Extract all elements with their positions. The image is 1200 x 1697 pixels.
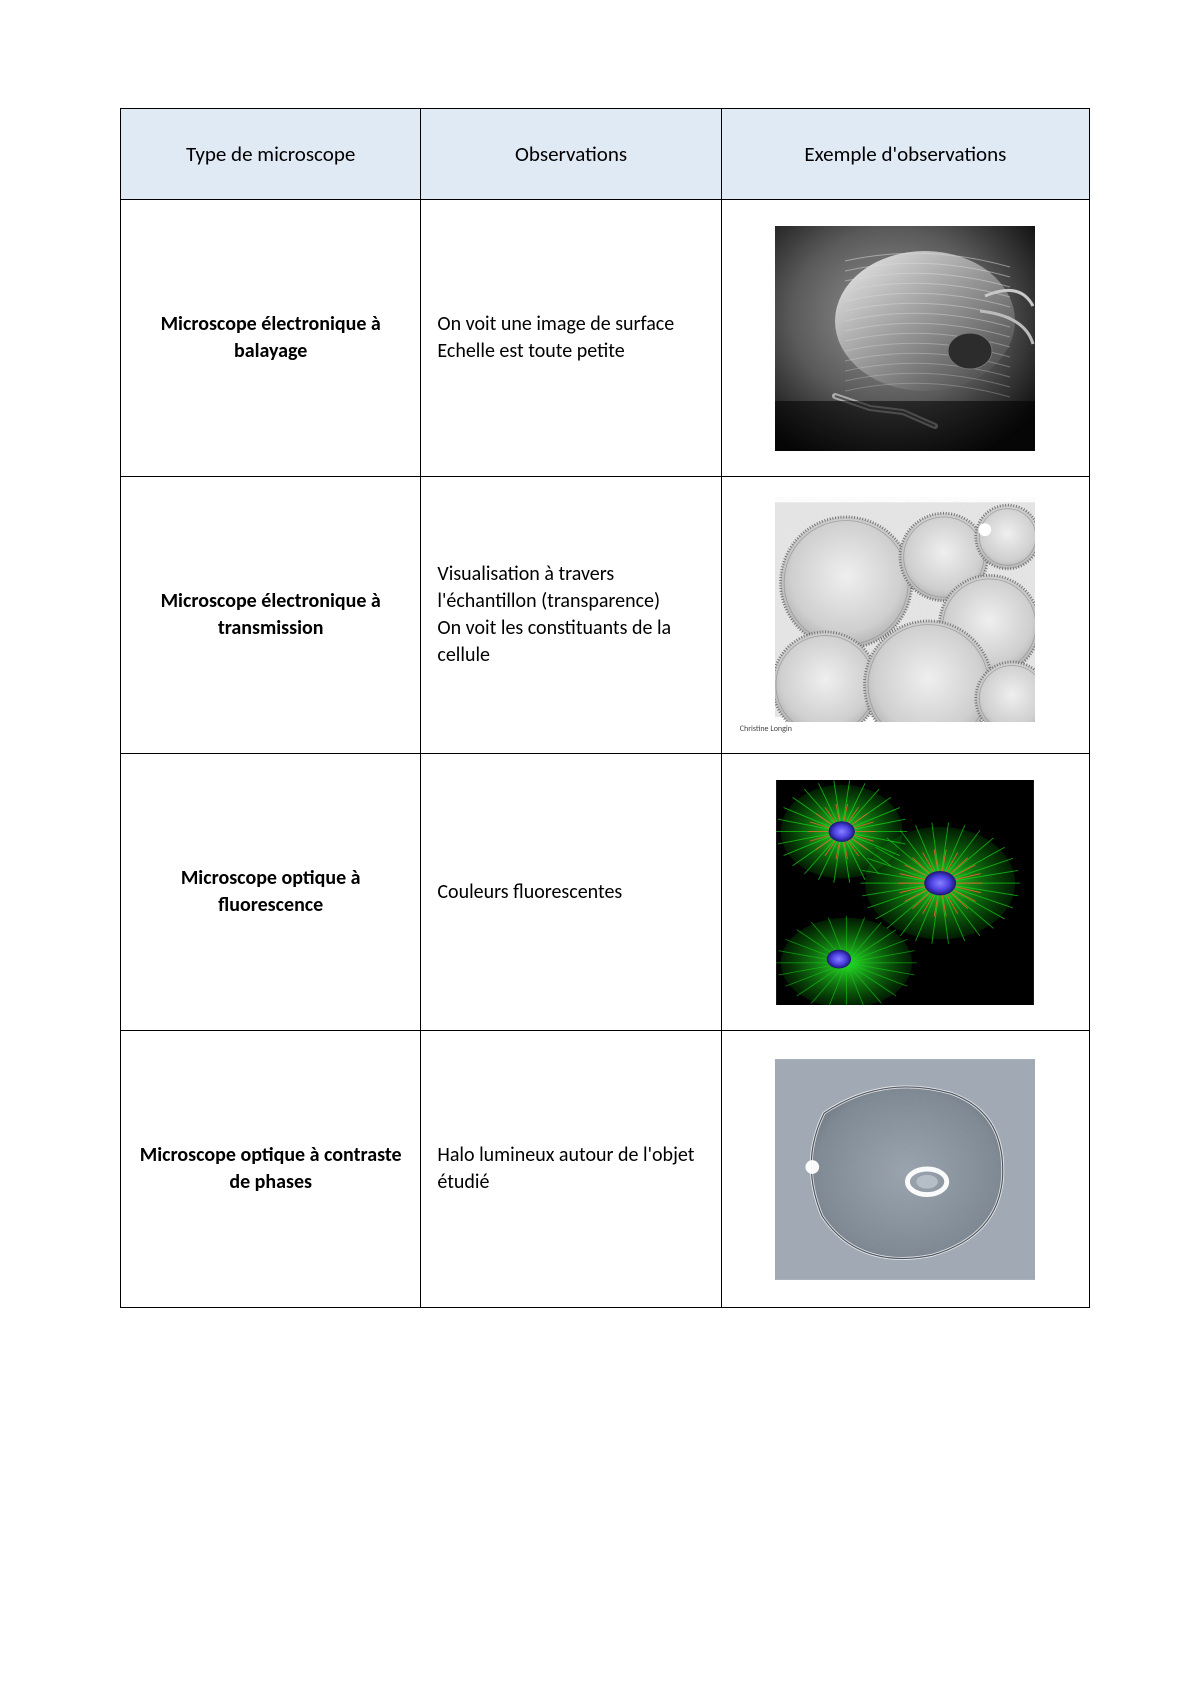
col-header-type: Type de microscope <box>121 109 421 200</box>
table-row: Microscope optique à fluorescenceCouleur… <box>121 754 1090 1031</box>
phase-contrast-image <box>775 1057 1035 1282</box>
table-row: Microscope électronique à balayageOn voi… <box>121 200 1090 477</box>
observations: On voit une image de surfaceEchelle est … <box>421 200 721 477</box>
observations: Visualisation à travers l'échantillon (t… <box>421 477 721 754</box>
observations: Halo lumineux autour de l'objet étudié <box>421 1031 721 1308</box>
table-row: Microscope optique à contraste de phases… <box>121 1031 1090 1308</box>
col-header-example: Exemple d'observations <box>721 109 1089 200</box>
microscope-type: Microscope électronique à balayage <box>121 200 421 477</box>
microscope-type: Microscope électronique à transmission <box>121 477 421 754</box>
observations: Couleurs fluorescentes <box>421 754 721 1031</box>
microscope-type: Microscope optique à contraste de phases <box>121 1031 421 1308</box>
document-page: Type de microscope Observations Exemple … <box>0 0 1200 1368</box>
col-header-observations: Observations <box>421 109 721 200</box>
microscope-table: Type de microscope Observations Exemple … <box>120 108 1090 1308</box>
fluorescence-image <box>775 780 1035 1005</box>
example-image-cell <box>721 754 1089 1031</box>
example-image-cell <box>721 200 1089 477</box>
table-header-row: Type de microscope Observations Exemple … <box>121 109 1090 200</box>
microscope-type: Microscope optique à fluorescence <box>121 754 421 1031</box>
tem-image <box>775 497 1035 722</box>
image-caption: Christine Longin <box>738 724 1025 734</box>
table-row: Microscope électronique à transmissionVi… <box>121 477 1090 754</box>
example-image-cell: Christine Longin <box>721 477 1089 754</box>
example-image-cell <box>721 1031 1089 1308</box>
sem-image <box>775 226 1035 451</box>
